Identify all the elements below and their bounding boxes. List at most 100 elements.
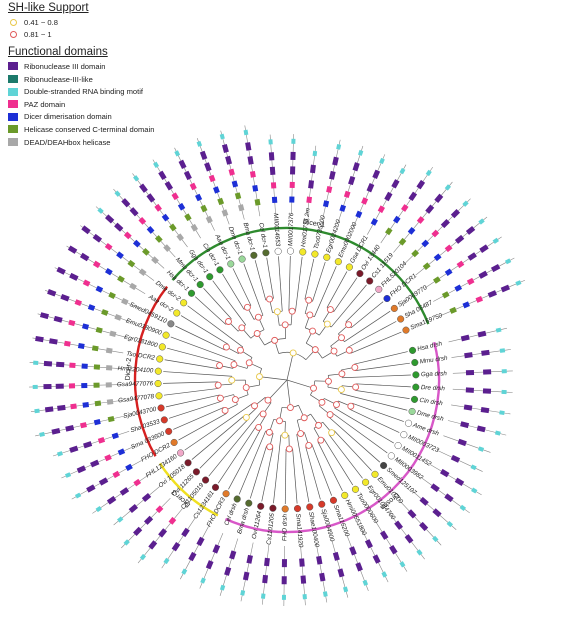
support-node-circle bbox=[238, 324, 246, 332]
support-node-circle bbox=[326, 306, 334, 314]
species-dot bbox=[250, 251, 258, 259]
tree-branch bbox=[334, 407, 394, 444]
domain-block bbox=[108, 291, 116, 299]
tree-branch bbox=[355, 383, 411, 388]
leaf-label: Cel dcr-1 bbox=[257, 222, 268, 248]
domain-block bbox=[208, 174, 216, 183]
tree-branch bbox=[342, 374, 411, 379]
domain-block bbox=[200, 577, 206, 584]
tree-branch bbox=[345, 292, 376, 323]
domain-block bbox=[377, 205, 385, 214]
domain-block bbox=[228, 168, 235, 176]
species-dot bbox=[341, 491, 349, 499]
domain-legend-item: DEAD/DEAHbox helicase bbox=[8, 136, 228, 149]
domain-block bbox=[33, 360, 39, 366]
domain-block bbox=[39, 312, 49, 320]
domain-block bbox=[121, 198, 131, 208]
domain-legend-label: Ribonuclease-III-like bbox=[24, 74, 93, 84]
domain-block bbox=[475, 295, 483, 303]
domain-block bbox=[35, 335, 44, 343]
domain-block bbox=[384, 191, 393, 202]
domain-legend-label: Helicase conserved C-terminal domain bbox=[24, 124, 155, 134]
species-dot bbox=[177, 449, 185, 457]
domains-legend-title: Functional domains bbox=[8, 46, 108, 59]
domain-block bbox=[348, 176, 356, 186]
domain-block bbox=[151, 256, 159, 265]
tree-branch bbox=[259, 376, 288, 381]
tree-branch bbox=[232, 268, 252, 306]
domain-block bbox=[188, 551, 197, 562]
domain-block bbox=[87, 304, 96, 311]
domain-block bbox=[465, 369, 475, 376]
species-dot bbox=[167, 320, 175, 328]
tree-branch bbox=[199, 419, 249, 469]
domain-block bbox=[93, 364, 101, 370]
support-legend-label: 0.41 ~ 0.8 bbox=[24, 17, 58, 27]
domain-block bbox=[352, 162, 360, 172]
tree-branch bbox=[167, 347, 221, 363]
domain-block bbox=[411, 249, 420, 258]
domain-swatch-icon bbox=[8, 125, 18, 134]
support-node-circle bbox=[351, 363, 359, 371]
domain-block bbox=[254, 198, 261, 206]
support-node-circle bbox=[323, 320, 331, 328]
domain-block bbox=[183, 170, 192, 181]
support-node-circle bbox=[216, 394, 224, 402]
domain-block bbox=[379, 157, 385, 165]
domain-legend-item: Double-stranded RNA binding motif bbox=[8, 85, 228, 98]
domain-block bbox=[49, 338, 58, 345]
support-node-circle bbox=[216, 362, 223, 369]
domain-block bbox=[432, 508, 442, 518]
domain-block bbox=[342, 586, 349, 593]
domain-block bbox=[139, 183, 148, 193]
legend: SH-like Support 0.41 ~ 0.8 0.81 ~ 1 Funct… bbox=[8, 2, 228, 148]
species-dot bbox=[227, 260, 235, 268]
tree-branch bbox=[355, 390, 410, 399]
domain-block bbox=[234, 192, 242, 200]
support-legend-label: 0.81 ~ 1 bbox=[24, 30, 52, 40]
domain-block bbox=[416, 216, 425, 224]
domain-block bbox=[39, 431, 45, 437]
domain-block bbox=[306, 196, 313, 204]
domain-block bbox=[262, 574, 269, 584]
tree-branch bbox=[168, 400, 222, 419]
domain-block bbox=[501, 369, 507, 374]
domain-block bbox=[154, 235, 163, 243]
species-dot bbox=[306, 503, 314, 511]
domain-block bbox=[419, 496, 429, 506]
domain-block bbox=[142, 248, 150, 256]
domain-block bbox=[332, 156, 339, 166]
domain-block bbox=[329, 170, 336, 180]
support-node-circle bbox=[256, 373, 263, 381]
domain-block bbox=[95, 326, 103, 334]
domain-block bbox=[98, 477, 109, 486]
domain-block bbox=[478, 270, 488, 279]
domain-block bbox=[482, 388, 492, 394]
domain-block bbox=[171, 192, 179, 201]
domain-block bbox=[219, 133, 225, 140]
domain-block bbox=[446, 520, 454, 528]
domain-block bbox=[407, 226, 416, 235]
species-dot bbox=[375, 285, 383, 293]
tree-branch bbox=[191, 415, 245, 460]
support-node-circle bbox=[288, 307, 296, 315]
domain-block bbox=[252, 184, 259, 192]
species-dot bbox=[390, 304, 398, 312]
domain-block bbox=[163, 244, 171, 253]
domain-block bbox=[67, 245, 78, 254]
species-dot bbox=[245, 499, 253, 507]
domain-block bbox=[362, 579, 369, 586]
leaf-label: MII0017376 bbox=[287, 212, 295, 246]
species-dot bbox=[238, 255, 246, 263]
domain-block bbox=[212, 544, 221, 554]
domain-block bbox=[478, 218, 485, 225]
domain-block bbox=[515, 280, 522, 286]
domain-block bbox=[132, 239, 141, 248]
domain-block bbox=[300, 575, 307, 584]
tree-branch bbox=[273, 434, 282, 504]
leaf-label: Cs1101205 bbox=[266, 512, 276, 545]
domain-block bbox=[205, 215, 213, 224]
support-legend-title: SH-like Support bbox=[8, 2, 89, 14]
